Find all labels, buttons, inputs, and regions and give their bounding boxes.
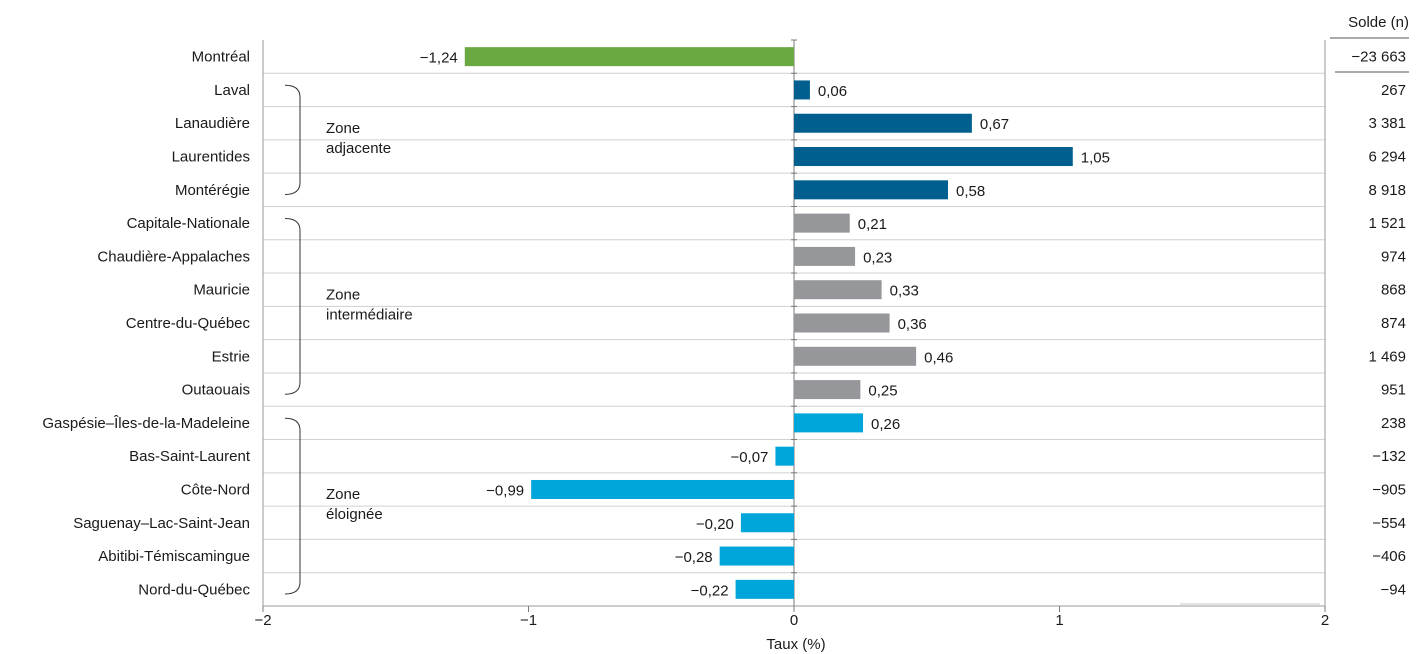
value-label: −0,07 xyxy=(730,449,768,466)
bar xyxy=(794,380,861,400)
x-tick-label: 0 xyxy=(790,612,798,629)
x-axis: −2 −1 0 1 2 xyxy=(254,606,1329,629)
bar xyxy=(735,579,794,599)
value-label: 0,46 xyxy=(924,349,953,366)
category-label: Saguenay–Lac-Saint-Jean xyxy=(73,515,250,532)
zone-label: Zone xyxy=(326,286,360,303)
zone-brackets: Zone adjacente Zone intermédiaire Zone éloign… xyxy=(284,84,413,595)
solde-value: 8 918 xyxy=(1368,182,1406,199)
category-label: Mauricie xyxy=(193,282,250,299)
category-label: Laurentides xyxy=(172,149,250,166)
solde-value: 874 xyxy=(1381,315,1406,332)
category-label: Estrie xyxy=(212,348,250,365)
zone-bracket xyxy=(284,84,301,195)
category-label: Outaouais xyxy=(182,382,250,399)
bar xyxy=(719,546,794,566)
bar xyxy=(794,113,972,133)
bar xyxy=(740,513,794,533)
zone-bracket xyxy=(284,417,301,595)
solde-value: −406 xyxy=(1372,548,1406,565)
category-labels: Montréal Laval Lanaudière Laurentides Montér… xyxy=(42,49,250,599)
category-label: Montréal xyxy=(192,49,250,66)
zone-label: Zone xyxy=(326,486,360,503)
category-label: Laval xyxy=(214,82,250,99)
bar xyxy=(794,80,810,100)
solde-value: 3 381 xyxy=(1368,115,1406,132)
solde-value: −905 xyxy=(1372,481,1406,498)
solde-value: −94 xyxy=(1381,581,1406,598)
solde-value: −554 xyxy=(1372,515,1406,532)
category-label: Gaspésie–Îles-de-la-Madeleine xyxy=(42,415,250,432)
bar xyxy=(794,180,948,200)
solde-value: 868 xyxy=(1381,282,1406,299)
solde-value: 1 521 xyxy=(1368,215,1406,232)
bar xyxy=(794,213,850,233)
category-label: Côte-Nord xyxy=(181,481,250,498)
value-label: −1,24 xyxy=(420,50,458,67)
value-label: −0,20 xyxy=(696,516,734,533)
value-label: −0,28 xyxy=(675,549,713,566)
category-label: Capitale-Nationale xyxy=(127,215,250,232)
category-label: Centre-du-Québec xyxy=(126,315,251,332)
solde-value: 267 xyxy=(1381,82,1406,99)
solde-header: Solde (n) xyxy=(1348,14,1409,31)
category-label: Abitibi-Témiscamingue xyxy=(98,548,250,565)
solde-value: 238 xyxy=(1381,415,1406,432)
zone-label: adjacente xyxy=(326,140,391,157)
bar xyxy=(794,413,864,433)
category-label: Chaudière-Appalaches xyxy=(97,248,250,265)
solde-value: 951 xyxy=(1381,382,1406,399)
solde-value: −23 663 xyxy=(1351,49,1406,66)
bar xyxy=(794,313,890,333)
category-label: Bas-Saint-Laurent xyxy=(129,448,251,465)
solde-value: 974 xyxy=(1381,248,1406,265)
value-label: 0,67 xyxy=(980,116,1009,133)
zone-label: Zone xyxy=(326,120,360,137)
value-label: −0,22 xyxy=(691,582,729,599)
value-label: 1,05 xyxy=(1081,150,1110,167)
solde-column: −23 663 267 3 381 6 294 8 918 1 521 974 868 874 1… xyxy=(1330,14,1409,598)
value-labels: −1,24 0,06 0,67 1,05 0,58 0,21 0,23 0,33 0,36 0,4… xyxy=(420,50,1110,600)
x-axis-title: Taux (%) xyxy=(766,636,825,653)
bar xyxy=(794,280,882,300)
solde-value: −132 xyxy=(1372,448,1406,465)
category-label: Lanaudière xyxy=(175,115,250,132)
x-tick-label: −2 xyxy=(254,612,271,629)
bars xyxy=(464,47,1073,599)
zone-bracket xyxy=(284,217,301,395)
value-label: 0,33 xyxy=(890,283,919,300)
bar xyxy=(775,446,794,466)
zone-label: éloignée xyxy=(326,506,383,523)
bar xyxy=(794,346,917,366)
bar xyxy=(464,47,794,67)
value-label: 0,26 xyxy=(871,416,900,433)
solde-value: 1 469 xyxy=(1368,348,1406,365)
value-label: 0,06 xyxy=(818,83,847,100)
x-tick-label: 1 xyxy=(1055,612,1063,629)
bar xyxy=(794,147,1073,167)
category-label: Nord-du-Québec xyxy=(138,581,250,598)
value-label: 0,25 xyxy=(868,383,897,400)
value-label: −0,99 xyxy=(486,482,524,499)
x-tick-label: −1 xyxy=(520,612,537,629)
value-label: 0,23 xyxy=(863,249,892,266)
zone-label: intermédiaire xyxy=(326,306,413,323)
bar xyxy=(531,479,794,499)
solde-value: 6 294 xyxy=(1368,149,1406,166)
category-label: Montérégie xyxy=(175,182,250,199)
value-label: 0,36 xyxy=(898,316,927,333)
bar xyxy=(794,246,856,266)
value-label: 0,58 xyxy=(956,183,985,200)
value-label: 0,21 xyxy=(858,216,887,233)
x-tick-label: 2 xyxy=(1321,612,1329,629)
